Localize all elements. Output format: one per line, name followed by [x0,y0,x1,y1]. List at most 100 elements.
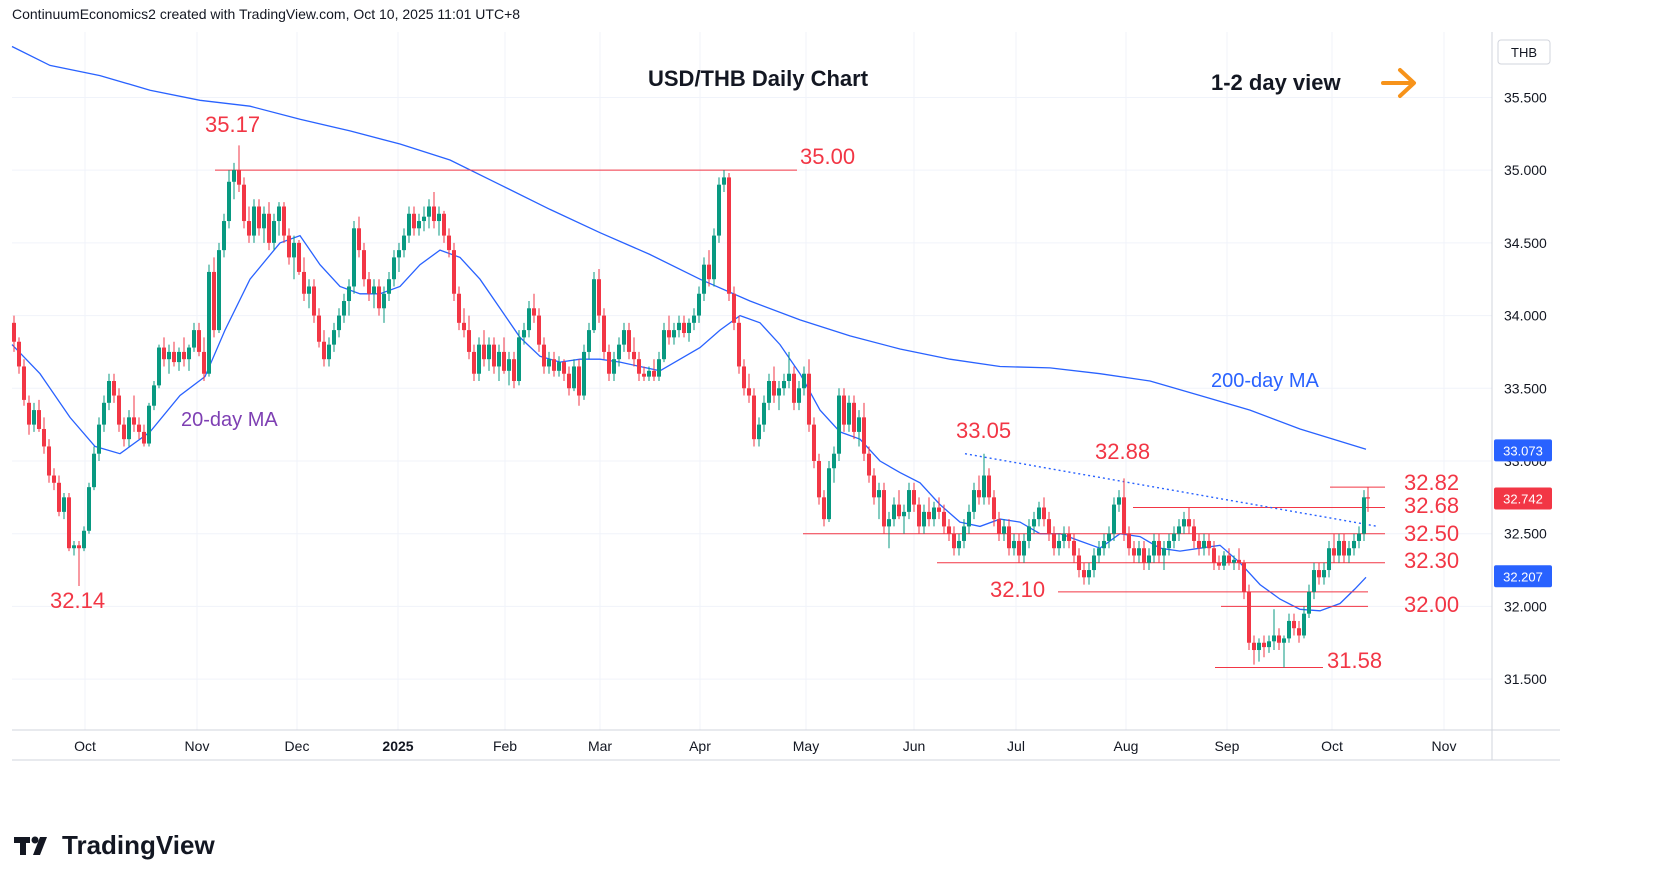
candle[interactable] [577,359,581,406]
candle[interactable] [1182,511,1186,534]
candles[interactable] [12,145,1370,668]
candle[interactable] [967,504,971,534]
candle[interactable] [1147,548,1151,571]
candle[interactable] [167,344,171,374]
candle[interactable] [1347,540,1351,563]
candle[interactable] [562,359,566,381]
candle[interactable] [792,366,796,411]
candle[interactable] [172,341,176,367]
candle[interactable] [687,318,691,342]
candle[interactable] [272,213,276,251]
candle[interactable] [1327,540,1331,578]
candle[interactable] [262,206,266,243]
candle[interactable] [1312,562,1316,600]
candle[interactable] [607,344,611,381]
candle[interactable] [1192,519,1196,549]
candle[interactable] [1157,533,1161,563]
candle[interactable] [497,344,501,381]
candle[interactable] [867,446,871,483]
candle[interactable] [327,337,331,367]
candle[interactable] [42,417,46,454]
candle[interactable] [277,202,281,236]
candle[interactable] [1267,635,1271,653]
candle[interactable] [942,504,946,534]
candle[interactable] [1127,526,1131,556]
candle[interactable] [647,366,651,381]
candle[interactable] [532,293,536,323]
candle[interactable] [847,395,851,432]
candle[interactable] [1322,562,1326,585]
candle[interactable] [1262,635,1266,658]
candle[interactable] [292,235,296,280]
candle[interactable] [1292,613,1296,636]
candle[interactable] [582,344,586,400]
candle[interactable] [657,351,661,381]
candle[interactable] [1362,490,1366,541]
candle[interactable] [1067,526,1071,549]
candle[interactable] [1087,562,1091,585]
candle[interactable] [12,315,16,352]
candle[interactable] [257,199,261,236]
candle[interactable] [117,388,121,432]
candle[interactable] [862,402,866,461]
candle[interactable] [1227,548,1231,566]
candle[interactable] [432,191,436,229]
candle[interactable] [22,359,26,406]
candle[interactable] [72,540,76,556]
candle[interactable] [492,337,496,374]
candle[interactable] [1307,584,1311,619]
candle[interactable] [447,228,451,258]
candle[interactable] [307,279,311,309]
candle[interactable] [1102,533,1106,556]
candle[interactable] [587,322,591,360]
candle[interactable] [97,417,101,461]
candle[interactable] [1282,635,1286,668]
candle[interactable] [382,286,386,323]
candle[interactable] [977,475,981,505]
candle[interactable] [197,322,201,357]
candle[interactable] [1277,628,1281,651]
candle[interactable] [507,351,511,386]
candle[interactable] [1332,533,1336,563]
candle[interactable] [1352,533,1356,556]
candle[interactable] [892,497,896,527]
candle[interactable] [722,170,726,192]
candle[interactable] [937,497,941,520]
candle[interactable] [332,322,336,352]
candle[interactable] [1017,533,1021,563]
candle[interactable] [797,381,801,411]
candle[interactable] [842,388,846,432]
candle[interactable] [667,315,671,345]
candle[interactable] [1202,533,1206,556]
candle[interactable] [372,279,376,309]
candle[interactable] [612,351,616,381]
candle[interactable] [102,395,106,432]
candle[interactable] [897,490,901,520]
candle[interactable] [1366,487,1370,512]
candle[interactable] [767,373,771,411]
candle[interactable] [1047,511,1051,541]
candle[interactable] [982,453,986,505]
candle[interactable] [252,199,256,243]
candle[interactable] [1007,519,1011,556]
candle[interactable] [412,206,416,236]
candle[interactable] [907,482,911,520]
candle[interactable] [1247,584,1251,651]
candle[interactable] [302,257,306,302]
candle[interactable] [872,468,876,505]
candle[interactable] [132,395,136,432]
candle[interactable] [37,399,41,432]
candle[interactable] [712,228,716,287]
candle[interactable] [247,206,251,243]
candle[interactable] [287,228,291,265]
candle[interactable] [472,344,476,381]
candle[interactable] [1257,638,1261,662]
candle[interactable] [107,373,111,411]
candle[interactable] [317,308,321,348]
candle[interactable] [282,202,286,243]
candle[interactable] [637,351,641,381]
candle[interactable] [452,242,456,302]
candle[interactable] [1142,540,1146,571]
candle[interactable] [177,347,181,371]
candle[interactable] [752,388,756,447]
